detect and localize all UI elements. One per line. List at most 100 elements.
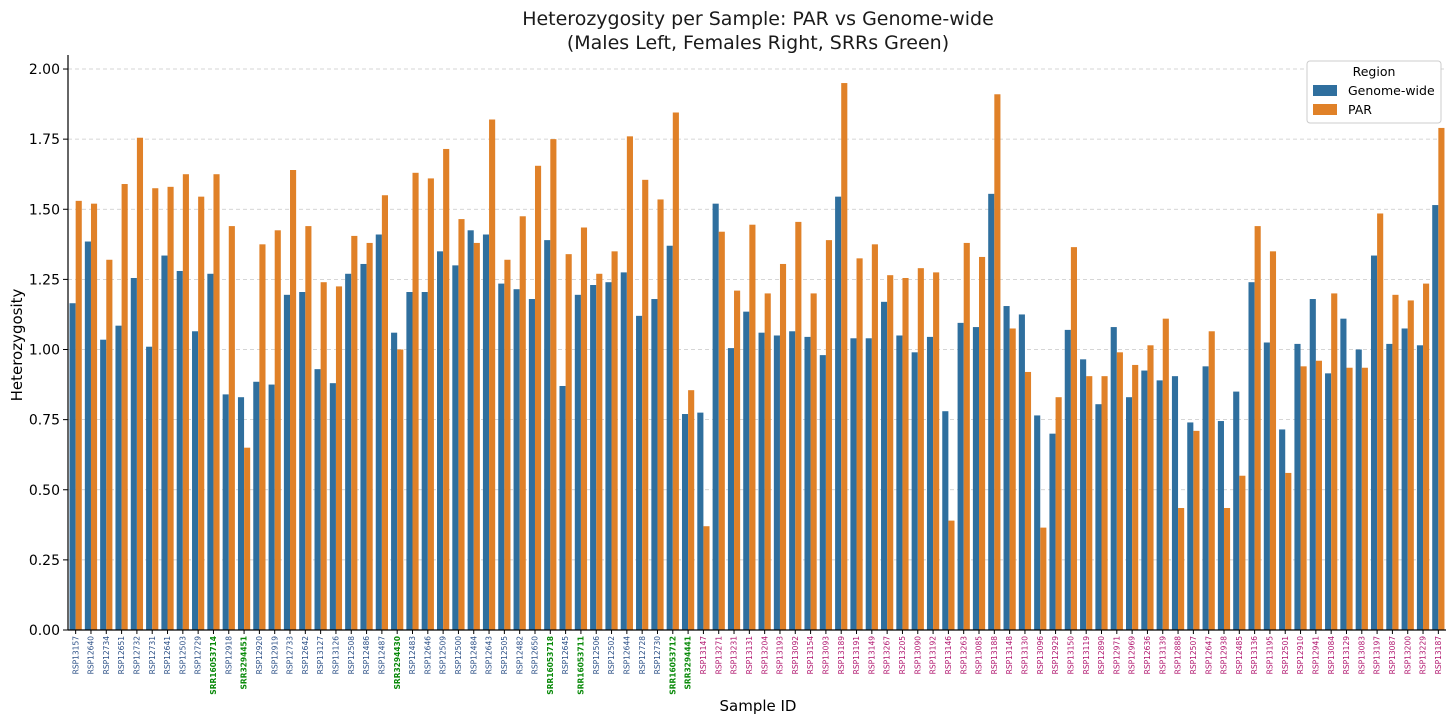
x-tick-label: RSP13129 — [1342, 636, 1351, 675]
bar-par — [1086, 376, 1093, 630]
bar-par — [596, 273, 603, 630]
bar-par — [887, 275, 894, 630]
x-tick-label: RSP12487 — [377, 636, 386, 675]
bars — [69, 83, 1445, 631]
bar-genome-wide — [314, 369, 321, 630]
bar-genome-wide — [329, 383, 336, 630]
x-tick-label: RSP13149 — [867, 636, 876, 675]
x-tick-label: RSP12641 — [163, 636, 172, 675]
bar-genome-wide — [1401, 328, 1408, 630]
x-tick-label: RSP12650 — [531, 636, 540, 675]
bar-par — [182, 174, 189, 630]
bar-par — [1116, 352, 1123, 630]
bar-par — [672, 112, 679, 630]
bar-par — [290, 170, 297, 630]
bar-par — [473, 242, 480, 630]
bar-genome-wide — [283, 294, 291, 630]
x-tick-label: RSP12502 — [607, 636, 616, 675]
bar-par — [397, 349, 404, 630]
x-tick-label: RSP13090 — [913, 636, 922, 675]
bar-genome-wide — [69, 303, 76, 630]
bar-genome-wide — [712, 203, 719, 630]
y-tick-label: 1.00 — [29, 343, 60, 359]
bar-par — [335, 286, 343, 630]
x-tick-label: RSP13204 — [760, 636, 769, 675]
bar-genome-wide — [406, 292, 413, 630]
bar-par — [305, 226, 312, 630]
x-tick-label: RSP13087 — [1388, 636, 1397, 675]
x-tick-label: RSP13096 — [1036, 636, 1045, 675]
x-tick-label: RSP12483 — [408, 636, 417, 675]
bar-genome-wide — [1034, 415, 1041, 630]
bar-genome-wide — [176, 270, 183, 630]
y-tick-label: 1.50 — [29, 202, 60, 218]
bar-par — [795, 221, 802, 630]
y-tick-label: 0.25 — [29, 553, 60, 569]
x-tick-label: RSP12888 — [1174, 636, 1183, 675]
x-tick-label: RSP12929 — [1051, 636, 1060, 675]
bar-par — [1377, 213, 1384, 631]
bar-genome-wide — [253, 381, 260, 630]
bar-genome-wide — [1064, 329, 1071, 630]
bar-par — [244, 447, 251, 630]
bar-par — [871, 244, 878, 630]
x-tick-label: RSP13205 — [898, 636, 907, 675]
x-tick-label: RSP12729 — [194, 636, 203, 675]
x-tick-label: RSP12644 — [622, 636, 631, 675]
x-tick-label: RSP13084 — [1327, 636, 1336, 675]
bar-par — [274, 230, 281, 631]
legend-swatch-genome-wide — [1313, 85, 1337, 96]
x-tick-label: RSP13119 — [1082, 636, 1091, 675]
bar-genome-wide — [1416, 345, 1424, 630]
bar-par — [1239, 475, 1246, 630]
x-tick-label: RSP12636 — [1143, 636, 1152, 675]
x-tick-label: RSP12920 — [255, 636, 264, 675]
bar-par — [1315, 360, 1322, 630]
y-tick-label: 1.75 — [29, 132, 60, 148]
bar-genome-wide — [666, 245, 673, 631]
bar-genome-wide — [651, 299, 658, 630]
y-tick-label: 1.25 — [29, 272, 60, 288]
bar-par — [810, 293, 817, 630]
bar-par — [1331, 293, 1338, 630]
x-tick-label: RSP12730 — [653, 636, 662, 675]
x-tick-label: RSP12910 — [1296, 636, 1305, 675]
bar-genome-wide — [988, 193, 995, 630]
bar-par — [764, 293, 771, 630]
bar-genome-wide — [881, 301, 888, 630]
bar-genome-wide — [1370, 255, 1378, 631]
legend-frame — [1306, 60, 1442, 124]
bar-genome-wide — [1325, 373, 1332, 630]
x-tick-label: RSP12918 — [224, 636, 233, 675]
x-tick-label: RSP13157 — [71, 636, 80, 675]
x-tick-label: RSP13130 — [1021, 636, 1030, 675]
bar-par — [1223, 507, 1231, 630]
bar-genome-wide — [1355, 349, 1362, 630]
y-tick-label: 0.75 — [29, 413, 60, 429]
x-tick-label: RSP13154 — [806, 636, 815, 675]
bar-genome-wide — [345, 273, 352, 630]
bar-genome-wide — [1248, 282, 1255, 630]
bar-par — [626, 136, 633, 630]
x-tick-label: RSP13127 — [316, 636, 325, 675]
x-tick-label: RSP12733 — [286, 636, 295, 675]
bar-par — [320, 282, 327, 630]
y-tick-label: 2.00 — [29, 62, 60, 78]
bar-par — [642, 179, 649, 630]
bar-genome-wide — [544, 240, 551, 630]
bar-genome-wide — [605, 282, 612, 630]
bar-par — [734, 290, 741, 630]
bar-genome-wide — [1095, 404, 1102, 630]
bar-par — [213, 174, 220, 630]
x-tick-label: RSP12643 — [485, 636, 494, 675]
x-tick-label: RSP12505 — [500, 636, 509, 675]
x-tick-label: RSP13146 — [944, 636, 953, 675]
bar-genome-wide — [513, 289, 520, 630]
bar-par — [1254, 226, 1261, 630]
bar-par — [1009, 328, 1016, 630]
bar-genome-wide — [1432, 205, 1439, 630]
x-tick-label: RSP12484 — [469, 636, 478, 675]
bar-par — [1300, 366, 1307, 630]
axes — [67, 55, 1446, 631]
bar-genome-wide — [636, 315, 643, 630]
